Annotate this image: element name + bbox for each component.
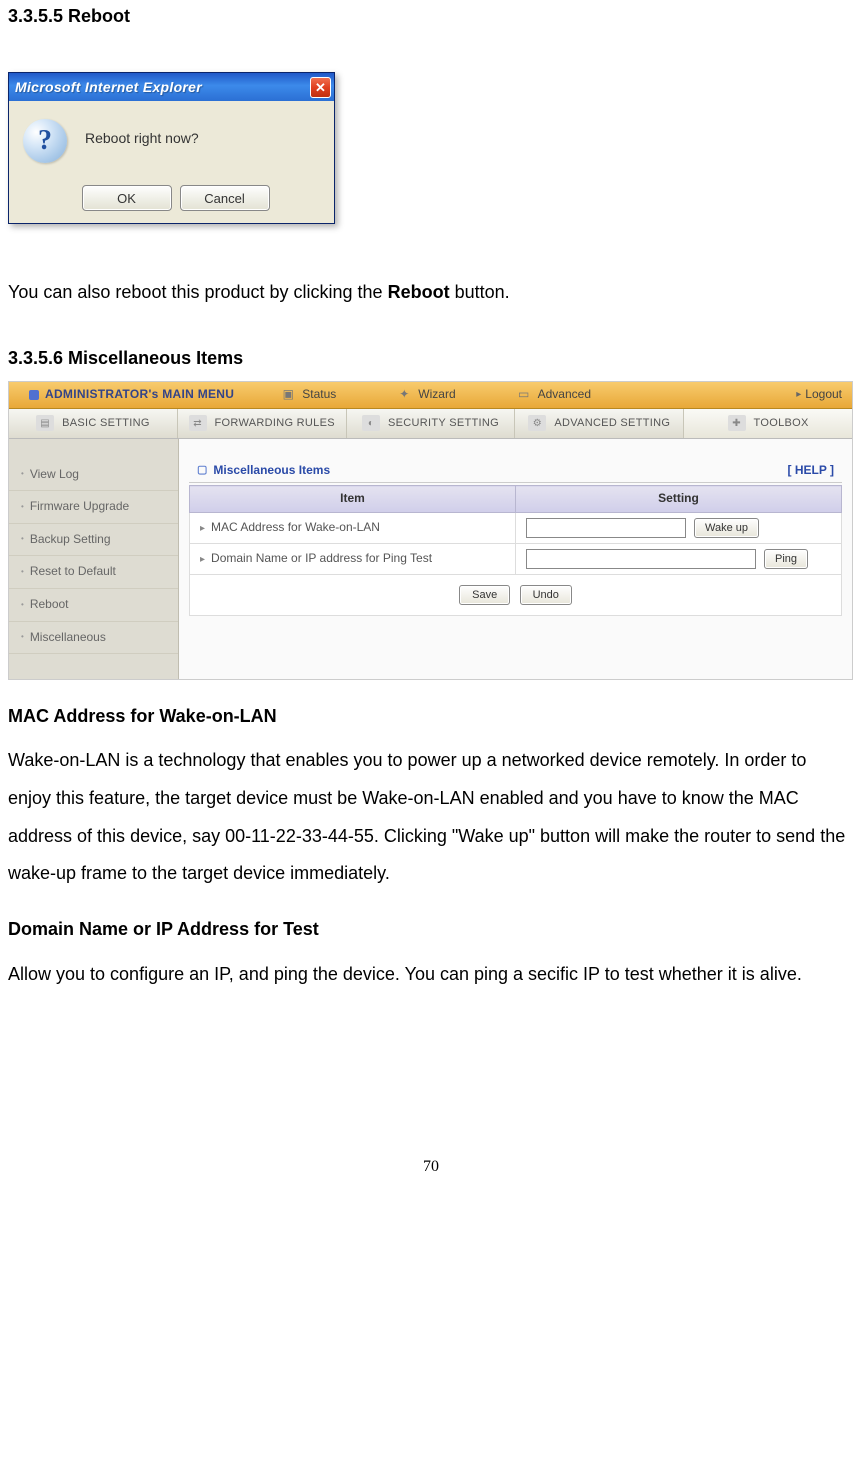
row-ping-setting: Ping [516, 544, 842, 575]
logout-link[interactable]: Logout [796, 387, 842, 403]
mac-input[interactable] [526, 518, 686, 538]
dialog-titlebar: Microsoft Internet Explorer ✕ [9, 73, 334, 101]
content-area: View Log Firmware Upgrade Backup Setting… [9, 439, 852, 679]
section-heading-reboot: 3.3.5.5 Reboot [8, 0, 854, 32]
sidebar-item-firmware[interactable]: Firmware Upgrade [9, 491, 178, 524]
tab-forwarding[interactable]: ⇄FORWARDING RULES [178, 409, 347, 438]
top-nav-title: ADMINISTRATOR's MAIN MENU [45, 387, 234, 403]
ok-button[interactable]: OK [82, 185, 172, 211]
top-nav-items: ▣Status ✦Wizard ▭Advanced [280, 387, 591, 403]
wakeup-button[interactable]: Wake up [694, 518, 759, 538]
col-item: Item [190, 486, 516, 513]
sidebar-item-backup[interactable]: Backup Setting [9, 524, 178, 557]
top-nav-left: ADMINISTRATOR's MAIN MENU ▣Status ✦Wizar… [19, 387, 796, 403]
para-mac: Wake-on-LAN is a technology that enables… [8, 742, 854, 893]
panel-title: Miscellaneous Items [197, 463, 330, 479]
nav-wizard[interactable]: ✦Wizard [396, 387, 455, 403]
status-icon: ▣ [280, 388, 296, 402]
heading-mac: MAC Address for Wake-on-LAN [8, 700, 854, 732]
top-nav: ADMINISTRATOR's MAIN MENU ▣Status ✦Wizar… [9, 382, 852, 409]
close-icon[interactable]: ✕ [310, 77, 331, 98]
tab-toolbox[interactable]: ✚TOOLBOX [684, 409, 852, 438]
undo-button[interactable]: Undo [520, 585, 572, 605]
advanced-setting-icon: ⚙ [528, 415, 546, 431]
save-button[interactable]: Save [459, 585, 510, 605]
sidebar-item-reboot[interactable]: Reboot [9, 589, 178, 622]
row-ping-label: Domain Name or IP address for Ping Test [190, 544, 516, 575]
page-number: 70 [8, 1153, 854, 1182]
tab-security[interactable]: ◐SECURITY SETTING [347, 409, 516, 438]
table-row: Domain Name or IP address for Ping Test … [190, 544, 842, 575]
wizard-icon: ✦ [396, 388, 412, 402]
sub-nav: ▤BASIC SETTING ⇄FORWARDING RULES ◐SECURI… [9, 409, 852, 439]
confirm-dialog: Microsoft Internet Explorer ✕ ? Reboot r… [8, 72, 335, 224]
sidebar-item-viewlog[interactable]: View Log [9, 459, 178, 492]
ping-button[interactable]: Ping [764, 549, 808, 569]
cancel-button[interactable]: Cancel [180, 185, 270, 211]
menu-icon [29, 390, 39, 400]
ping-input[interactable] [526, 549, 756, 569]
action-row: Save Undo [189, 575, 842, 616]
tab-advanced-setting[interactable]: ⚙ADVANCED SETTING [515, 409, 684, 438]
sidebar-item-misc[interactable]: Miscellaneous [9, 622, 178, 655]
dialog-body: ? Reboot right now? OK Cancel [9, 101, 334, 223]
main-panel: Miscellaneous Items [ HELP ] Item Settin… [179, 439, 852, 679]
reboot-paragraph: You can also reboot this product by clic… [8, 274, 854, 312]
question-icon: ? [23, 119, 67, 163]
basic-icon: ▤ [36, 415, 54, 431]
para-domain: Allow you to configure an IP, and ping t… [8, 956, 854, 994]
dialog-title: Microsoft Internet Explorer [15, 75, 202, 100]
heading-domain: Domain Name or IP Address for Test [8, 913, 854, 945]
panel-header: Miscellaneous Items [ HELP ] [189, 459, 842, 484]
sidebar: View Log Firmware Upgrade Backup Setting… [9, 439, 179, 679]
tab-basic[interactable]: ▤BASIC SETTING [9, 409, 178, 438]
sidebar-item-reset[interactable]: Reset to Default [9, 556, 178, 589]
nav-advanced[interactable]: ▭Advanced [516, 387, 591, 403]
help-link[interactable]: [ HELP ] [788, 463, 834, 479]
dialog-buttons: OK Cancel [23, 185, 320, 211]
col-setting: Setting [516, 486, 842, 513]
advanced-icon: ▭ [516, 388, 532, 402]
router-admin-screenshot: ADMINISTRATOR's MAIN MENU ▣Status ✦Wizar… [8, 381, 853, 680]
dialog-content: ? Reboot right now? [23, 119, 320, 163]
misc-table: Item Setting MAC Address for Wake-on-LAN… [189, 485, 842, 575]
nav-status[interactable]: ▣Status [280, 387, 336, 403]
toolbox-icon: ✚ [728, 415, 746, 431]
table-row: MAC Address for Wake-on-LAN Wake up [190, 512, 842, 543]
row-mac-label: MAC Address for Wake-on-LAN [190, 512, 516, 543]
row-mac-setting: Wake up [516, 512, 842, 543]
dialog-message: Reboot right now? [85, 129, 199, 147]
security-icon: ◐ [362, 415, 380, 431]
section-heading-misc: 3.3.5.6 Miscellaneous Items [8, 342, 854, 374]
forwarding-icon: ⇄ [189, 415, 207, 431]
